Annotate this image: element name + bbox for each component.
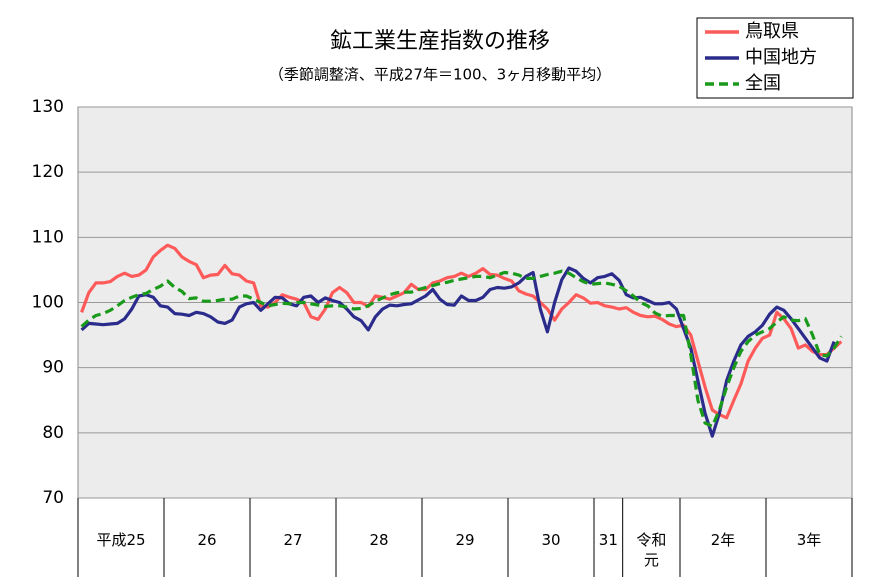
x-group-text: 2年 [710,531,736,549]
x-group-label: 29 [422,530,508,550]
x-group-label: 平成25 [78,530,164,550]
y-tick-label: 110 [32,227,64,247]
legend-label: 鳥取県 [745,21,799,42]
x-group-text: 31 [598,531,618,549]
x-group-text: 平成25 [96,531,146,549]
x-group-label: 30 [508,530,594,550]
x-group-label: 27 [250,530,336,550]
x-group-text: 29 [455,531,475,549]
y-tick-label: 80 [42,423,64,443]
y-tick-label: 100 [32,293,64,313]
x-group-label: 3年 [766,530,852,550]
series-line [80,243,843,420]
y-tick-label: 130 [32,97,64,117]
x-group-text: 3年 [796,531,822,549]
y-tick-label: 70 [42,488,64,508]
x-group-text: 30 [541,531,561,549]
x-group-text: 令和元 [636,531,667,569]
series-line [80,269,843,428]
x-group-label: 令和元 [623,530,680,570]
x-group-text: 27 [283,531,303,549]
x-group-text: 26 [197,531,217,549]
x-group-label: 28 [336,530,422,550]
legend-label: 全国 [745,73,781,94]
y-tick-label: 120 [32,162,64,182]
legend-label: 中国地方 [745,47,817,68]
y-tick-label: 90 [42,358,64,378]
x-group-text: 28 [369,531,389,549]
chart-title: 鉱工業生産指数の推移 [330,29,550,54]
x-group-label: 2年 [680,530,766,550]
x-group-label: 31 [594,530,623,550]
chart-subtitle: （季節調整済、平成27年＝100、3ヶ月移動平均） [269,66,611,84]
x-group-label: 26 [164,530,250,550]
